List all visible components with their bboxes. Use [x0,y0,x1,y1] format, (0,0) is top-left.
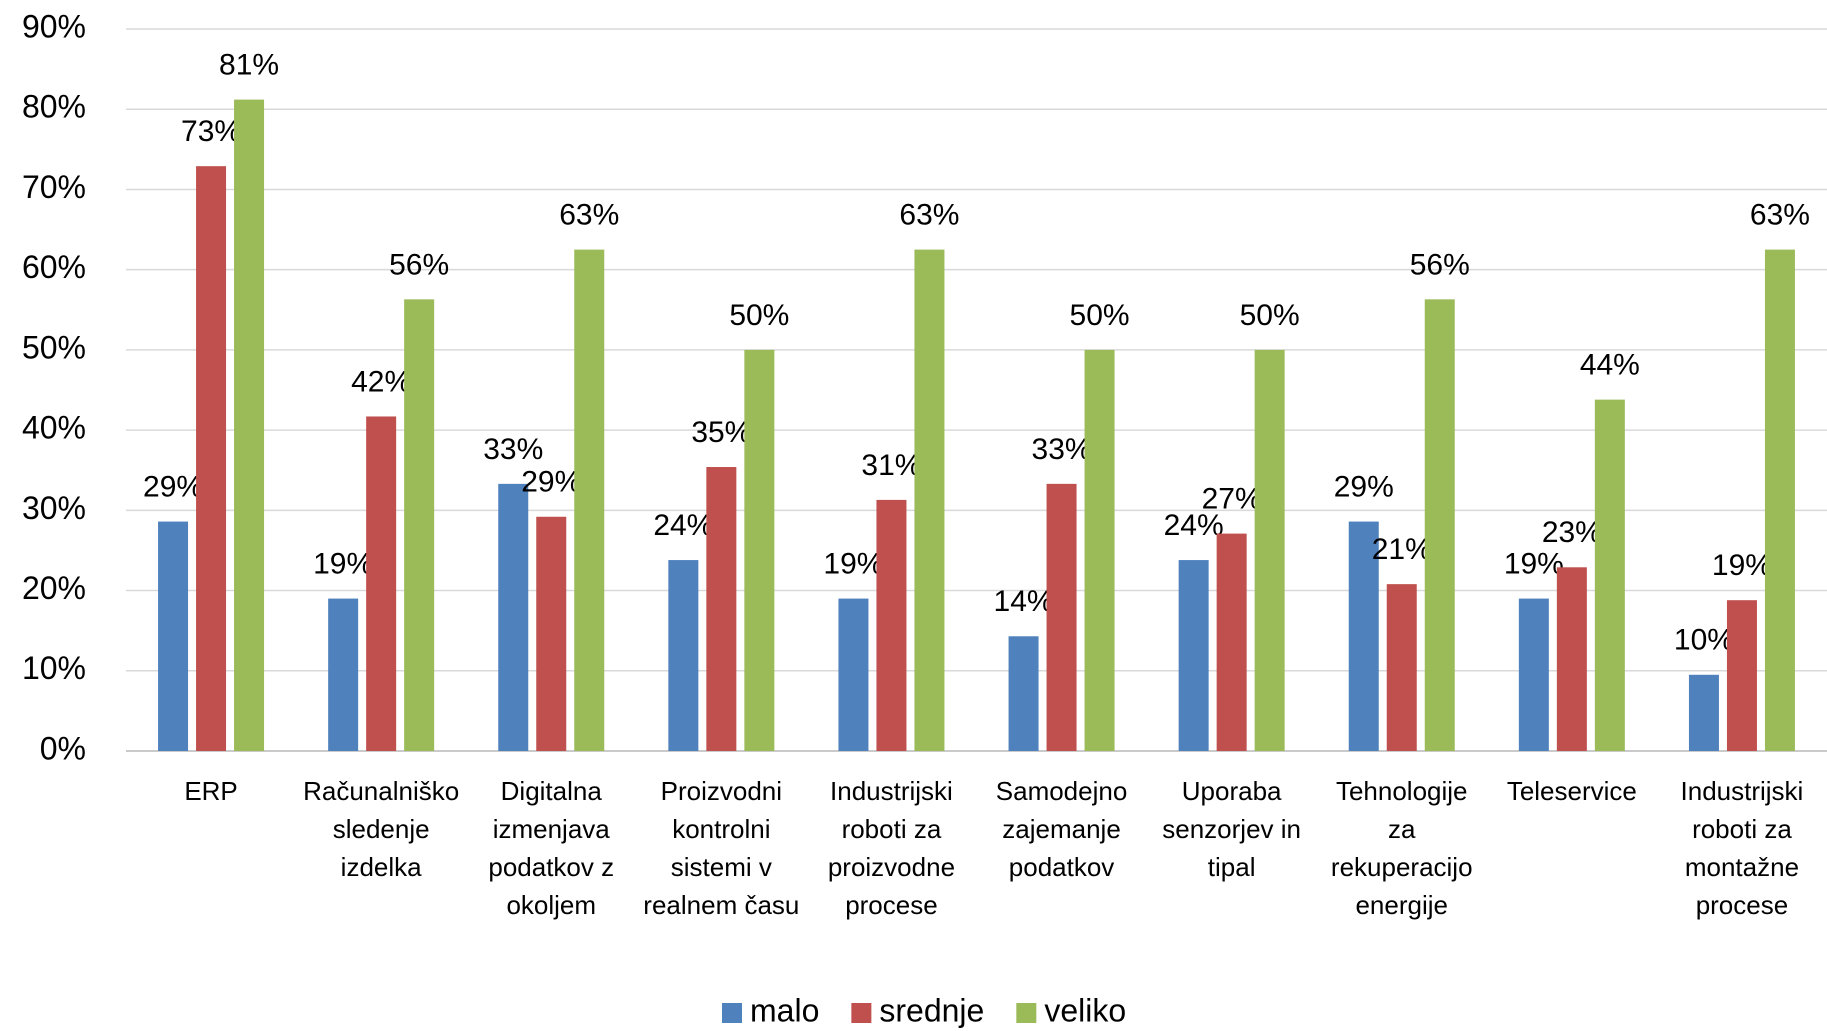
bar [1046,483,1077,751]
bar [328,598,359,751]
data-label: 50% [1240,299,1300,332]
data-label: 63% [1750,199,1810,232]
x-tick-label: Proizvodni kontrolni sistemi v realnem č… [643,776,800,920]
bar [366,416,397,751]
y-tick-label: 80% [22,89,86,125]
data-label: 63% [899,199,959,232]
bar [498,483,529,751]
data-label: 33% [1032,433,1092,466]
x-tick-label: Industrijski roboti za montažne procese [1680,776,1804,920]
y-tick-label: 50% [22,329,86,365]
data-label: 29% [143,470,203,503]
data-label: 19% [823,547,883,580]
data-label: 19% [1712,549,1772,582]
legend-swatch [722,1003,742,1023]
bar [914,249,945,751]
legend-swatch [851,1003,872,1023]
data-label: 27% [1202,483,1262,516]
legend-swatch [1016,1003,1037,1023]
bar [404,299,435,751]
y-tick-label: 10% [22,650,86,686]
legend: malo srednje veliko [722,992,1126,1028]
x-tick-label: Računalniško sledenje izdelka [303,776,460,882]
bar [234,99,265,751]
bar [1726,600,1757,751]
data-label: 44% [1580,349,1640,382]
data-label: 14% [994,585,1054,618]
bar [1386,584,1417,751]
data-label: 10% [1674,624,1734,657]
y-tick-label: 60% [22,249,86,285]
data-label: 21% [1372,533,1432,566]
bar [1518,598,1549,751]
data-label: 29% [1334,470,1394,503]
bar [1216,533,1247,751]
bar [574,249,605,751]
data-label: 24% [653,509,713,542]
bar [1008,636,1039,751]
bar [1764,249,1795,751]
data-label: 63% [559,199,619,232]
bar [536,516,567,751]
y-tick-label: 90% [22,8,86,44]
x-tick-label: Samodejno zajemanje podatkov [995,776,1128,882]
data-label: 50% [1070,299,1130,332]
bar [158,521,189,751]
bar [706,467,737,751]
data-label: 19% [313,547,373,580]
data-label: 23% [1542,516,1602,549]
x-tick-label: Teleservice [1506,776,1637,806]
y-tick-label: 0% [40,730,86,766]
data-label: 56% [389,248,449,281]
x-tick-label: Digitalna izmenjava podatkov z okoljem [488,776,615,920]
legend-label: srednje [879,992,984,1028]
bar [668,560,699,751]
legend-label: veliko [1044,992,1126,1028]
data-label: 42% [351,365,411,398]
bar [1688,674,1719,751]
data-label: 35% [691,416,751,449]
data-label: 73% [181,115,241,148]
bar [1556,567,1587,751]
data-label: 29% [521,466,581,499]
data-label: 33% [483,433,543,466]
legend-label: malo [750,992,819,1028]
data-label: 50% [729,299,789,332]
bar [1084,349,1115,751]
bar [1254,349,1285,751]
data-label: 31% [861,449,921,482]
bar [1178,560,1209,751]
y-tick-label: 20% [22,570,86,606]
x-tick-label: Tehnologije za rekuperacijo energije [1330,776,1473,920]
bar [196,166,227,751]
x-tick-label: Uporaba senzorjev in tipal [1162,776,1301,882]
y-tick-label: 70% [22,169,86,205]
y-tick-label: 30% [22,490,86,526]
bar [1594,399,1625,751]
y-tick-label: 40% [22,410,86,446]
bar [876,499,907,751]
data-label: 56% [1410,248,1470,281]
data-label: 24% [1164,509,1224,542]
x-tick-label: Industrijski roboti za proizvodne proces… [827,776,956,920]
bar [1348,521,1379,751]
bar [1424,299,1455,751]
data-label: 19% [1504,547,1564,580]
bar [838,598,869,751]
bar [744,349,775,751]
data-label: 81% [219,49,279,82]
x-tick-label: ERP [184,776,238,806]
